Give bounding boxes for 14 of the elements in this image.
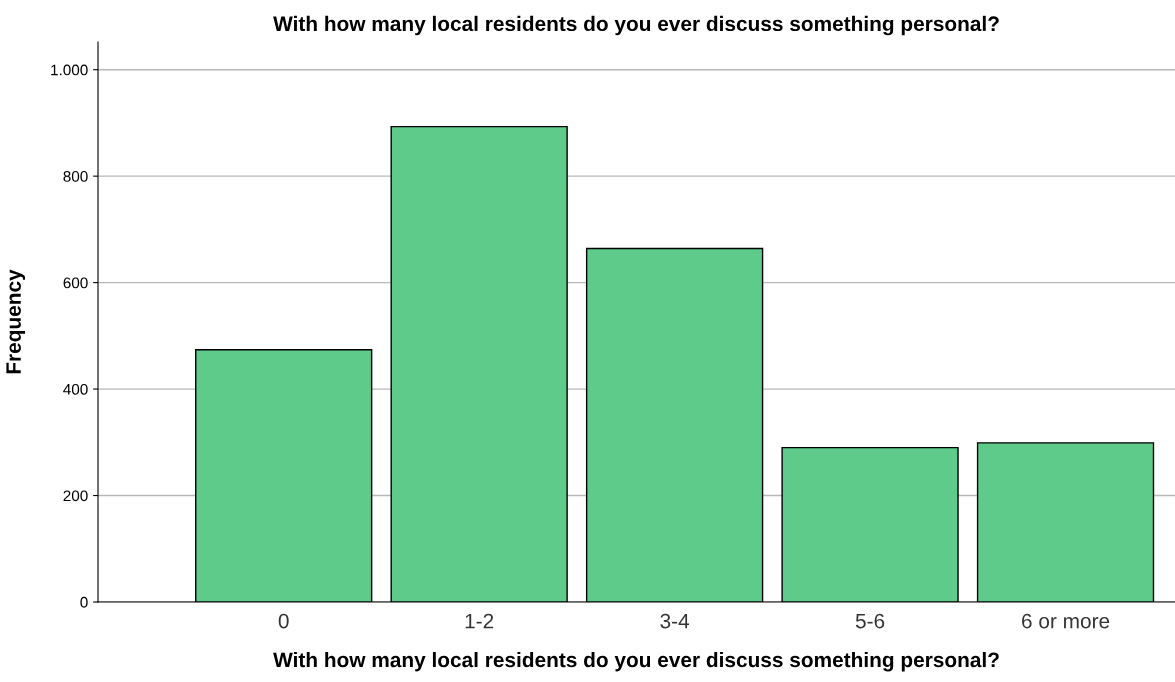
- x-tick-label: 5-6: [855, 613, 885, 629]
- chart-title: With how many local residents do you ever discuss something personal?: [273, 15, 999, 36]
- y-tick-label: 400: [63, 383, 88, 395]
- y-axis-title: Frequency: [6, 269, 26, 374]
- y-tick-label: 600: [63, 277, 88, 289]
- y-tick-label: 200: [63, 490, 88, 502]
- x-tick-label: 1-2: [465, 613, 494, 629]
- x-axis-title: With how many local residents do you ever discuss something personal?: [273, 651, 999, 672]
- x-tick-label: 0: [278, 613, 289, 629]
- y-tick-label: 1.000: [51, 64, 88, 76]
- y-tick-label: 800: [63, 171, 88, 182]
- y-tick-label: 0: [80, 596, 88, 608]
- x-tick-label: 6 or more: [1022, 613, 1110, 629]
- x-tick-label: 3-4: [660, 613, 690, 629]
